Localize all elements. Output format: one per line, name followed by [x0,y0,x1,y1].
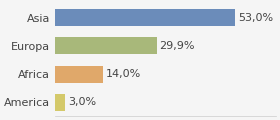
Bar [55,37,157,54]
Bar [55,66,103,83]
Text: 29,9%: 29,9% [159,41,195,51]
Bar [55,9,235,26]
Text: 53,0%: 53,0% [238,13,273,23]
Text: 14,0%: 14,0% [105,69,141,79]
Text: 3,0%: 3,0% [68,97,96,107]
Bar [55,94,65,111]
